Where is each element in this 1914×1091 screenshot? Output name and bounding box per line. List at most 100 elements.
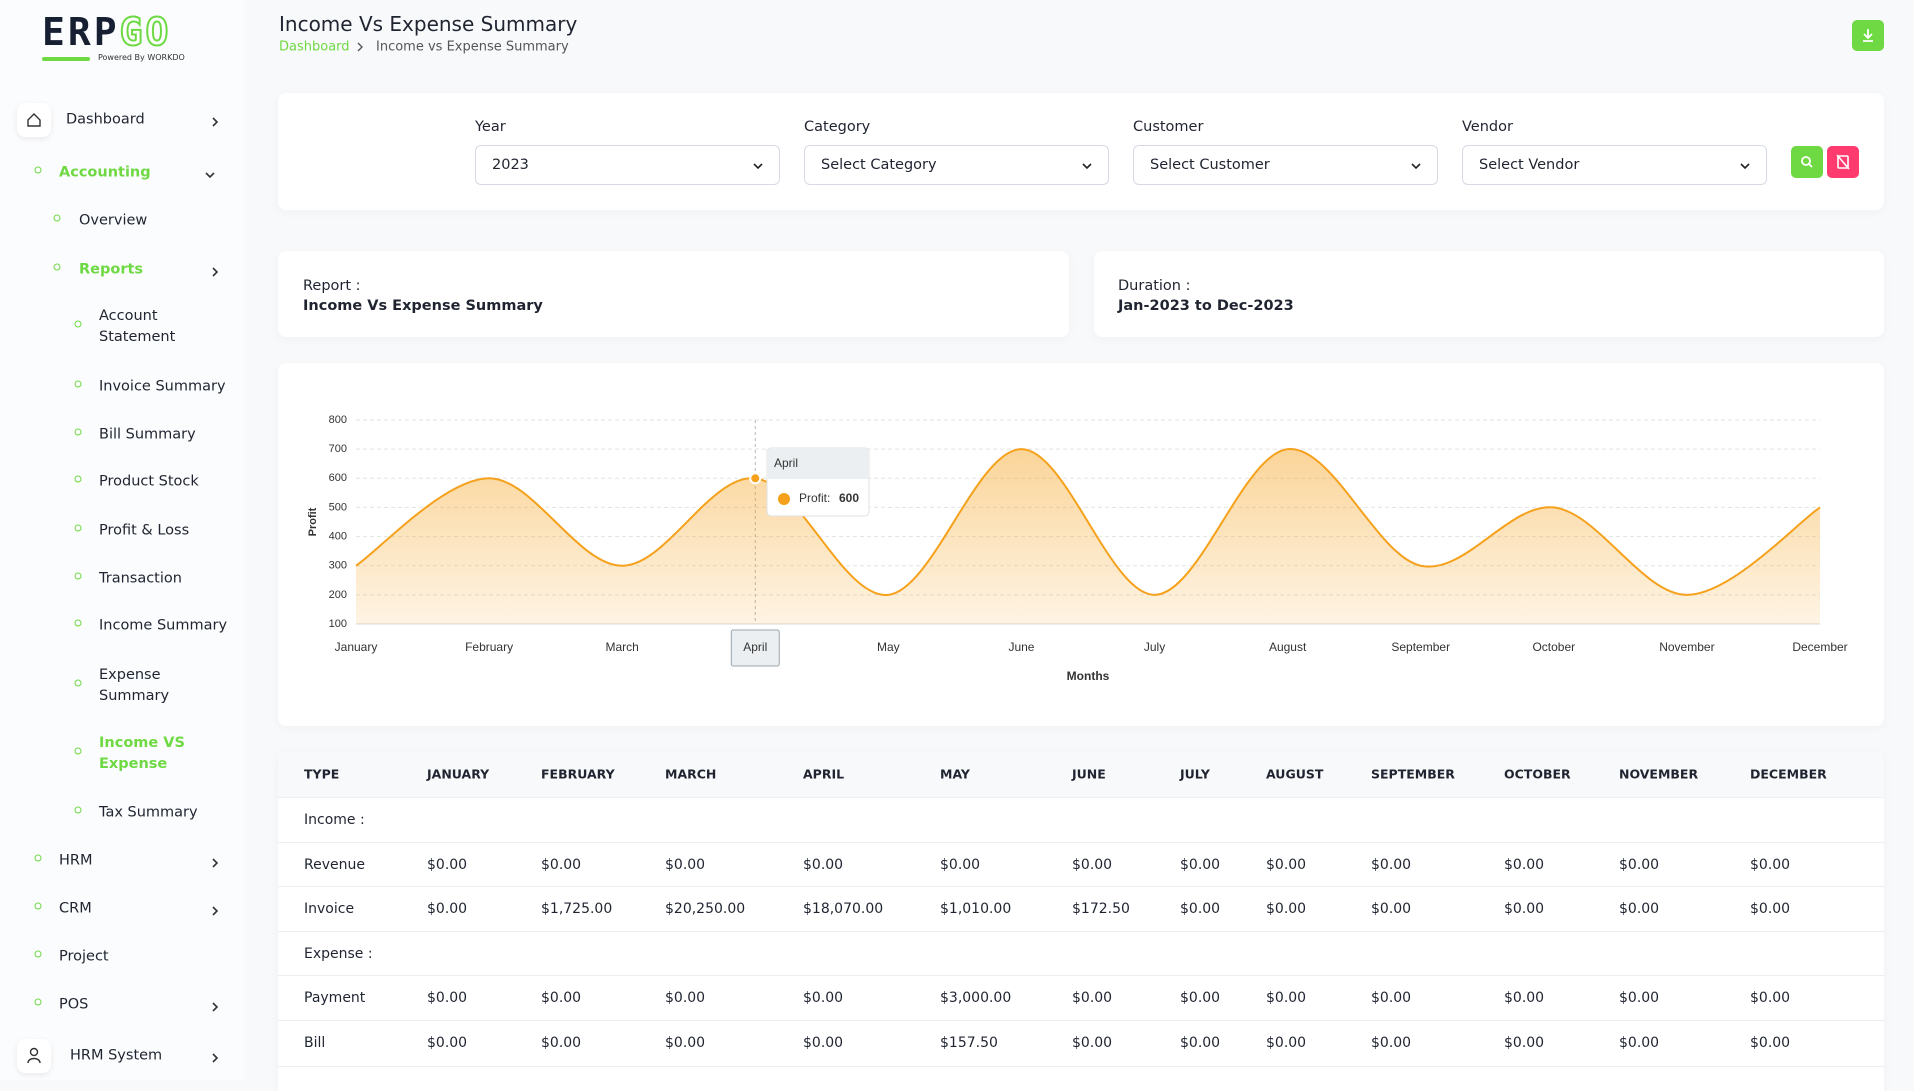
table-row-border	[278, 842, 1884, 843]
sidebar-item[interactable]: Overview	[79, 212, 148, 229]
table-header-cell: TYPE	[304, 766, 340, 782]
table-header-cell: MARCH	[665, 766, 717, 782]
table-cell: $1,010.00	[940, 901, 1012, 917]
sidebar-item[interactable]: Tax Summary	[99, 804, 198, 821]
download-icon	[1863, 29, 1873, 42]
table-cell: $0.00	[1371, 901, 1412, 917]
table-cell: Income :	[304, 812, 365, 828]
sidebar-bullet	[74, 806, 82, 814]
sidebar-item[interactable]: Dashboard	[66, 111, 145, 128]
table-cell: $0.00	[427, 990, 468, 1006]
table-cell: $0.00	[541, 857, 582, 873]
filter-select[interactable]: 2023	[475, 145, 780, 185]
sidebar-item[interactable]: Product Stock	[99, 473, 199, 490]
user-icon	[17, 1039, 51, 1073]
table-cell: $0.00	[427, 857, 468, 873]
sidebar-item[interactable]: HRM System	[70, 1047, 163, 1064]
sidebar	[0, 0, 244, 1080]
table-header-cell: JANUARY	[427, 766, 490, 782]
filter-label: Customer	[1133, 119, 1204, 135]
sidebar-bullet	[74, 320, 82, 328]
table-cell: $0.00	[1504, 857, 1545, 873]
table-cell: $0.00	[1750, 901, 1791, 917]
table-cell: $0.00	[1266, 990, 1307, 1006]
table-cell: $0.00	[1750, 857, 1791, 873]
table-cell: $0.00	[541, 990, 582, 1006]
sidebar-bullet	[74, 679, 82, 687]
table-row-border	[278, 797, 1884, 798]
sidebar-bullet	[34, 950, 42, 958]
filter-select[interactable]: Select Category	[804, 145, 1109, 185]
table-cell: Expense :	[304, 946, 373, 962]
table-header-cell: MAY	[940, 766, 970, 782]
table-cell: $0.00	[1371, 857, 1412, 873]
sidebar-bullet	[74, 380, 82, 388]
sidebar-bullet	[34, 902, 42, 910]
table-cell: $0.00	[1180, 1035, 1221, 1051]
reset-icon	[1836, 154, 1850, 170]
table-cell: $0.00	[1180, 857, 1221, 873]
table-header-cell: JUNE	[1072, 766, 1106, 782]
filter-label: Category	[804, 119, 871, 135]
sidebar-bullet	[34, 854, 42, 862]
table-row-border	[278, 886, 1884, 887]
chevron-icon	[1082, 163, 1092, 170]
table-row-border	[278, 931, 1884, 932]
search-icon	[1801, 156, 1813, 168]
table-cell: $0.00	[1619, 857, 1660, 873]
sidebar-item[interactable]: Accounting	[59, 164, 151, 181]
chevron-icon	[1411, 163, 1421, 170]
table-cell: $0.00	[940, 857, 981, 873]
table-row-border	[278, 1066, 1884, 1067]
chevron-icon	[205, 172, 215, 179]
download-button[interactable]	[1852, 20, 1884, 51]
table-cell: $0.00	[1266, 1035, 1307, 1051]
table-cell: $0.00	[665, 1035, 706, 1051]
sidebar-item[interactable]: HRM	[59, 852, 93, 869]
table-row-border	[278, 975, 1884, 976]
sidebar-item[interactable]: Reports	[79, 261, 144, 278]
table-header-cell: APRIL	[803, 766, 845, 782]
sidebar-item[interactable]: Income VS Expense	[99, 735, 185, 772]
duration-label: Duration :	[1118, 278, 1191, 294]
sidebar-bullet	[34, 166, 42, 174]
sidebar-item[interactable]: Transaction	[99, 570, 182, 587]
table-cell: $18,070.00	[803, 901, 884, 917]
table-cell: $0.00	[803, 857, 844, 873]
sidebar-item[interactable]: CRM	[59, 900, 92, 917]
sidebar-item[interactable]: Income Summary	[99, 617, 228, 634]
sidebar-item[interactable]: Bill Summary	[99, 426, 196, 443]
table-row-border	[278, 1020, 1884, 1021]
table-card	[278, 751, 1884, 1091]
filter-label: Vendor	[1462, 119, 1513, 135]
table-cell: $0.00	[1266, 857, 1307, 873]
table-cell: $0.00	[427, 1035, 468, 1051]
sidebar-item[interactable]: Profit & Loss	[99, 522, 190, 539]
sidebar-bullet	[74, 428, 82, 436]
filter-select[interactable]: Select Vendor	[1462, 145, 1767, 185]
sidebar-item[interactable]: POS	[59, 996, 89, 1013]
breadcrumb-link[interactable]: Dashboard	[279, 39, 350, 55]
table-cell: Revenue	[304, 857, 365, 873]
report-label: Report :	[303, 278, 361, 294]
search-button[interactable]	[1791, 146, 1823, 178]
reset-button[interactable]	[1827, 146, 1859, 178]
sidebar-item[interactable]: Invoice Summary	[99, 378, 226, 395]
table-cell: Invoice	[304, 901, 355, 917]
table-cell: $0.00	[665, 857, 706, 873]
sidebar-bullet	[53, 263, 61, 271]
table-cell: $0.00	[541, 1035, 582, 1051]
sidebar-item[interactable]: Account Statement	[99, 308, 176, 345]
sidebar-item[interactable]: Project	[59, 948, 109, 965]
table-cell: $0.00	[665, 990, 706, 1006]
table-header-cell: FEBRUARY	[541, 766, 615, 782]
duration-value: Jan-2023 to Dec-2023	[1118, 298, 1294, 314]
table-cell: $1,725.00	[541, 901, 613, 917]
filter-select[interactable]: Select Customer	[1133, 145, 1438, 185]
table-cell: $0.00	[803, 990, 844, 1006]
table-cell: $20,250.00	[665, 901, 746, 917]
table-cell: $0.00	[1072, 1035, 1113, 1051]
table-header-bg	[278, 751, 1884, 797]
table-cell: $0.00	[1266, 901, 1307, 917]
sidebar-item[interactable]: Expense Summary	[99, 667, 170, 704]
